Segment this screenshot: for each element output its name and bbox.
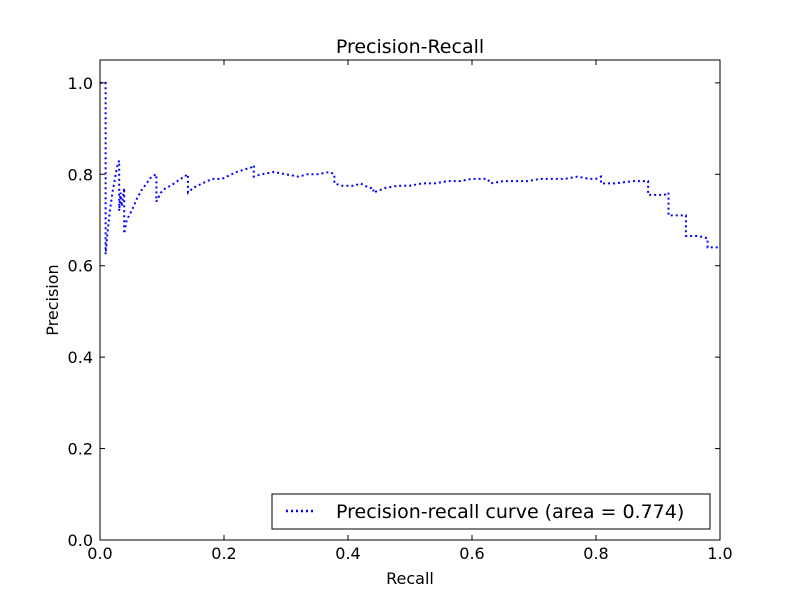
y-tick-label: 0.2	[68, 440, 93, 459]
y-tick-label: 0.4	[68, 348, 93, 367]
x-tick-label: 0.8	[583, 544, 608, 563]
y-axis-label: Precision	[43, 264, 62, 335]
y-tick-label: 1.0	[68, 74, 93, 93]
x-tick-label: 0.6	[459, 544, 484, 563]
x-tick-label: 1.0	[707, 544, 732, 563]
x-tick-label: 0.0	[87, 544, 112, 563]
y-tick-label: 0.6	[68, 257, 93, 276]
axes-frame	[99, 59, 721, 541]
y-tick-label: 0.8	[68, 165, 93, 184]
x-axis: 0.0 0.2 0.4 0.6 0.8 1.0	[87, 60, 733, 563]
legend: Precision-recall curve (area = 0.774)	[271, 493, 711, 530]
x-tick-label: 0.4	[335, 544, 360, 563]
x-tick-label: 0.2	[211, 544, 236, 563]
chart-title: Precision-Recall	[336, 36, 484, 58]
x-axis-label: Recall	[386, 569, 434, 588]
y-axis: 0.0 0.2 0.4 0.6 0.8 1.0	[68, 74, 720, 550]
legend-label: Precision-recall curve (area = 0.774)	[336, 501, 684, 523]
legend-box	[271, 493, 711, 530]
y-tick-label: 0.0	[68, 531, 93, 550]
